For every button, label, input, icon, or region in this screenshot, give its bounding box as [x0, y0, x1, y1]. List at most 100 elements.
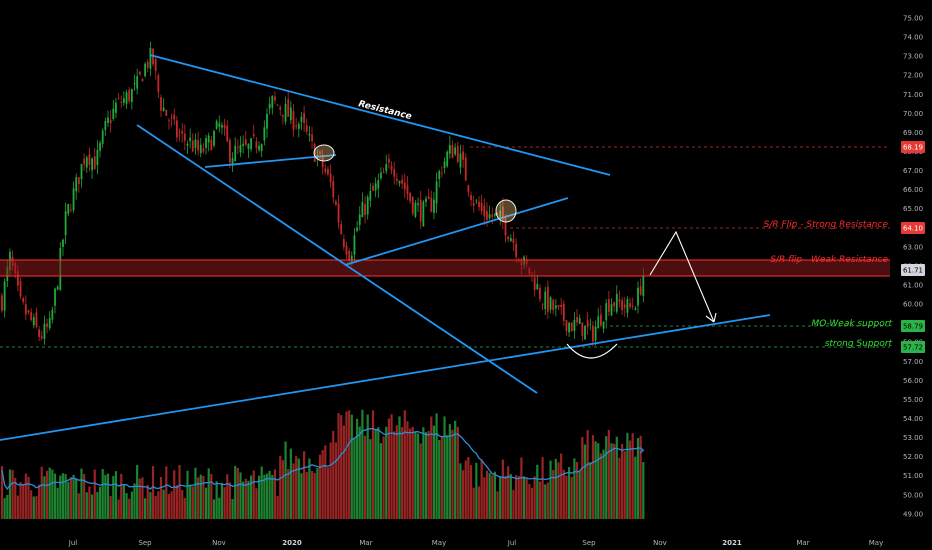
candle-body	[48, 317, 51, 329]
volume-moving-average-line	[1, 427, 645, 491]
candle-body	[83, 158, 86, 165]
candle-body	[504, 217, 507, 236]
volume-bar	[361, 409, 364, 519]
candle-body	[340, 224, 343, 234]
candle-body	[279, 107, 282, 110]
candle-body	[544, 291, 547, 310]
volume-bar	[223, 487, 226, 519]
candle-body	[393, 169, 396, 177]
candle-body	[456, 145, 459, 162]
volume-bar	[170, 491, 173, 519]
candle-body	[377, 180, 380, 189]
candle-body	[618, 299, 621, 302]
volume-bar	[507, 466, 510, 519]
volume-bar	[40, 466, 43, 519]
volume-bar	[419, 443, 422, 519]
candle-body	[345, 245, 348, 255]
candle-body	[72, 188, 75, 211]
candle-body	[639, 286, 642, 295]
volume-bar	[268, 470, 271, 519]
candle-body	[213, 131, 215, 146]
candle-body	[178, 134, 181, 136]
volume-bar	[226, 474, 229, 519]
candle-body	[305, 125, 308, 132]
candle-body	[268, 103, 271, 109]
candle-body	[115, 102, 117, 113]
volume-bar	[369, 439, 372, 519]
ascending-channel-trendline	[344, 197, 569, 266]
volume-bar	[348, 410, 351, 519]
volume-bar	[377, 427, 380, 519]
volume-bar	[64, 474, 67, 519]
candle-body	[67, 203, 70, 214]
volume-bar	[591, 435, 595, 519]
candle-body	[417, 203, 419, 205]
candle-body	[459, 153, 462, 168]
candle-body	[149, 47, 152, 69]
candle-body	[88, 154, 91, 165]
volume-bar	[292, 463, 295, 519]
candle-body	[226, 125, 229, 142]
volume-bar	[281, 460, 284, 519]
volume-bar	[435, 413, 438, 519]
y-tick-label: 67.00	[903, 167, 923, 175]
volume-bar	[475, 462, 478, 519]
volume-bar	[422, 427, 425, 519]
volume-bar	[250, 475, 253, 519]
time-axis[interactable]: Jul Sep Nov 2020 Mar May Jul Sep Nov 2021 Mar May	[68, 539, 883, 547]
candle-body	[199, 144, 202, 154]
candle-body	[64, 211, 67, 236]
candle-body	[260, 144, 263, 151]
candle-body	[441, 172, 443, 174]
volume-bar	[411, 427, 414, 519]
candle-body	[141, 78, 144, 82]
volume-bar	[8, 469, 12, 519]
candle-body	[242, 143, 245, 146]
candle-body	[183, 133, 186, 141]
candle-body	[642, 275, 645, 297]
candle-body	[509, 237, 512, 242]
volume-bar	[621, 443, 624, 519]
volume-bar	[480, 459, 483, 519]
candle-body	[629, 303, 631, 307]
candle-body	[374, 183, 377, 191]
candle-body	[626, 298, 629, 313]
y-tick-label: 70.00	[903, 110, 923, 118]
candle-body	[263, 127, 266, 141]
candle-body	[35, 312, 38, 327]
volume-bar	[159, 477, 163, 519]
volume-bar	[128, 498, 131, 519]
candle-body	[300, 116, 303, 122]
volume-bar	[642, 462, 645, 519]
volume-bar	[297, 458, 300, 519]
candle-body	[560, 304, 563, 307]
volume-bar	[613, 443, 616, 519]
volume-bar	[204, 487, 208, 519]
x-tick-label: Nov	[212, 539, 226, 547]
y-tick-label: 51.00	[903, 472, 923, 480]
volume-bar	[16, 495, 19, 519]
volume-bar	[228, 482, 231, 519]
volume-bar	[273, 469, 277, 519]
candle-body	[467, 185, 470, 192]
volume-bar	[546, 482, 549, 519]
candle-body	[610, 304, 613, 316]
candle-body	[308, 134, 311, 136]
candle-body	[422, 201, 425, 227]
candle-body	[274, 96, 276, 101]
y-tick-label: 55.00	[903, 396, 923, 404]
volume-bar	[631, 433, 634, 519]
candle-body	[287, 99, 290, 117]
volume-bar	[401, 427, 404, 519]
candle-body	[295, 125, 298, 127]
volume-bar	[186, 470, 189, 519]
volume-bar	[610, 443, 613, 519]
y-tick-label: 60.00	[903, 301, 923, 309]
candle-body	[223, 124, 226, 129]
candle-body	[51, 309, 54, 320]
volume-bar	[88, 486, 91, 519]
candle-body	[390, 165, 393, 170]
volume-bar	[218, 497, 221, 519]
candle-body	[146, 61, 149, 68]
